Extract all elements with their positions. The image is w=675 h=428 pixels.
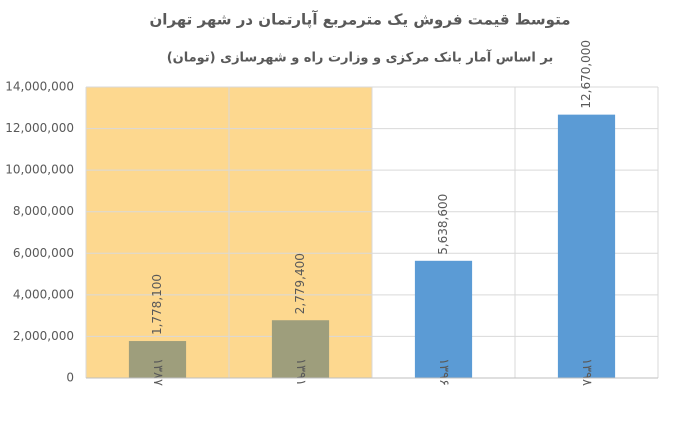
y-tick-label: 14,000,000 bbox=[5, 80, 74, 94]
value-label: 12,670,000 bbox=[579, 40, 593, 109]
chart-subtitle: بر اساس آمار بانک مرکزی و وزارت راه و شه… bbox=[167, 49, 554, 66]
value-label: 1,778,100 bbox=[150, 274, 164, 335]
x-tick-label: ۱۳۸۷ bbox=[150, 358, 165, 386]
y-tick-label: 6,000,000 bbox=[13, 246, 74, 260]
x-tick-label: ۱۳۹۱ bbox=[293, 358, 308, 386]
chart-title: متوسط قیمت فروش یک مترمربع آپارتمان در ش… bbox=[150, 11, 571, 30]
x-tick-label: ۱۳۹۶ bbox=[436, 358, 451, 386]
value-label: 5,638,600 bbox=[436, 194, 450, 255]
bar bbox=[557, 114, 616, 379]
x-tick-label: ۱۳۹۸ bbox=[579, 358, 594, 386]
y-tick-label: 12,000,000 bbox=[5, 121, 74, 135]
highlight-band bbox=[86, 87, 229, 378]
y-tick-label: 10,000,000 bbox=[5, 163, 74, 177]
y-tick-label: 8,000,000 bbox=[13, 204, 74, 218]
y-tick-label: 2,000,000 bbox=[13, 329, 74, 343]
value-label: 2,779,400 bbox=[293, 253, 307, 314]
y-tick-label: 4,000,000 bbox=[13, 287, 74, 301]
y-tick-label: 0 bbox=[66, 371, 74, 385]
bar bbox=[128, 341, 187, 378]
bar bbox=[271, 320, 330, 378]
bar bbox=[414, 260, 473, 378]
